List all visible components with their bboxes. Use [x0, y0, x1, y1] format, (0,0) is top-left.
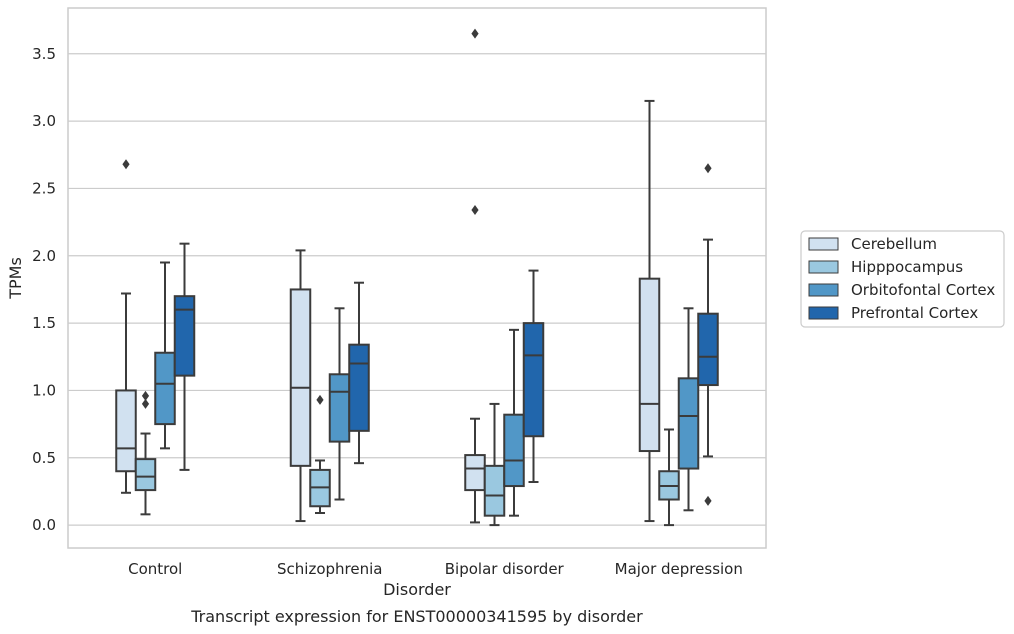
legend-label: Orbitofontal Cortex [851, 281, 995, 299]
box-body [522, 322, 545, 438]
y-axis-title: TPMs [6, 257, 25, 300]
box-body [638, 277, 661, 453]
y-tick-label: 3.5 [32, 45, 56, 63]
box-body [348, 343, 370, 432]
outlier-point [471, 204, 479, 215]
y-tick-label: 2.5 [32, 179, 56, 197]
box-body [464, 454, 486, 492]
series-prefrontal-cortex [173, 163, 719, 506]
legend-item: Orbitofontal Cortex [808, 281, 995, 299]
outlier-point [704, 495, 712, 506]
outlier-point [704, 163, 712, 174]
outlier-point [316, 394, 324, 405]
box [173, 242, 196, 471]
y-tick-label: 0.5 [32, 449, 56, 467]
legend-item: Cerebellum [808, 235, 937, 253]
box-plot-series [115, 28, 719, 527]
y-tick-label: 1.5 [32, 314, 56, 332]
box-body [134, 458, 157, 492]
box [503, 328, 525, 517]
legend-frame [800, 230, 1005, 328]
legend-swatch [808, 260, 839, 274]
outlier-point [471, 28, 479, 39]
y-tick-label: 3.0 [32, 112, 56, 130]
box [134, 390, 157, 516]
box [638, 99, 661, 523]
plot-frame [67, 7, 767, 549]
y-axis-ticks: 0.0 0.5 1.0 1.5 2.0 2.5 3.0 3.5 [32, 45, 56, 534]
box-body [483, 464, 506, 517]
x-axis-title: Disorder [383, 580, 451, 599]
box [658, 428, 680, 527]
series-hipppocampus [134, 390, 680, 527]
y-tick-label: 2.0 [32, 247, 56, 265]
box [309, 394, 331, 514]
outlier-point [141, 398, 150, 409]
legend-label: Cerebellum [851, 235, 937, 253]
x-tick-label: Bipolar disorder [445, 560, 565, 578]
box-body [154, 351, 176, 426]
box [154, 261, 176, 450]
x-tick-label: Schizophrenia [277, 560, 382, 578]
legend-label: Hipppocampus [851, 258, 963, 276]
box [522, 269, 545, 484]
legend: Cerebellum Hipppocampus Orbitofontal Corte… [800, 230, 1005, 328]
outlier-point [141, 390, 150, 401]
legend-item: Prefrontal Cortex [808, 304, 978, 322]
box [697, 163, 719, 506]
legend-item: Hipppocampus [808, 258, 963, 276]
grid-lines [68, 53, 766, 526]
box-body [697, 312, 719, 387]
box-body [677, 377, 700, 470]
series-cerebellum [115, 28, 661, 524]
box-body [328, 373, 351, 443]
box-body [173, 295, 196, 377]
x-tick-label: Major depression [615, 560, 743, 578]
series-orbitofontal-cortex [154, 261, 700, 517]
box-body [289, 288, 312, 467]
outlier-point [122, 159, 130, 170]
legend-swatch [808, 306, 839, 320]
box-body [115, 389, 137, 473]
legend-swatch [808, 283, 839, 297]
x-tick-label: Control [128, 560, 182, 578]
chart-caption: Transcript expression for ENST0000034159… [190, 607, 643, 626]
box [328, 307, 351, 501]
y-tick-label: 0.0 [32, 516, 56, 534]
box [289, 249, 312, 523]
box [483, 402, 506, 527]
box [677, 307, 700, 512]
y-tick-label: 1.0 [32, 381, 56, 399]
legend-label: Prefrontal Cortex [851, 304, 978, 322]
legend-swatch [808, 237, 839, 251]
box-body [503, 413, 525, 488]
x-axis-ticks: Control Schizophrenia Bipolar disorder Majo… [128, 560, 743, 578]
box [464, 28, 486, 524]
box [348, 281, 370, 465]
box [115, 159, 137, 494]
